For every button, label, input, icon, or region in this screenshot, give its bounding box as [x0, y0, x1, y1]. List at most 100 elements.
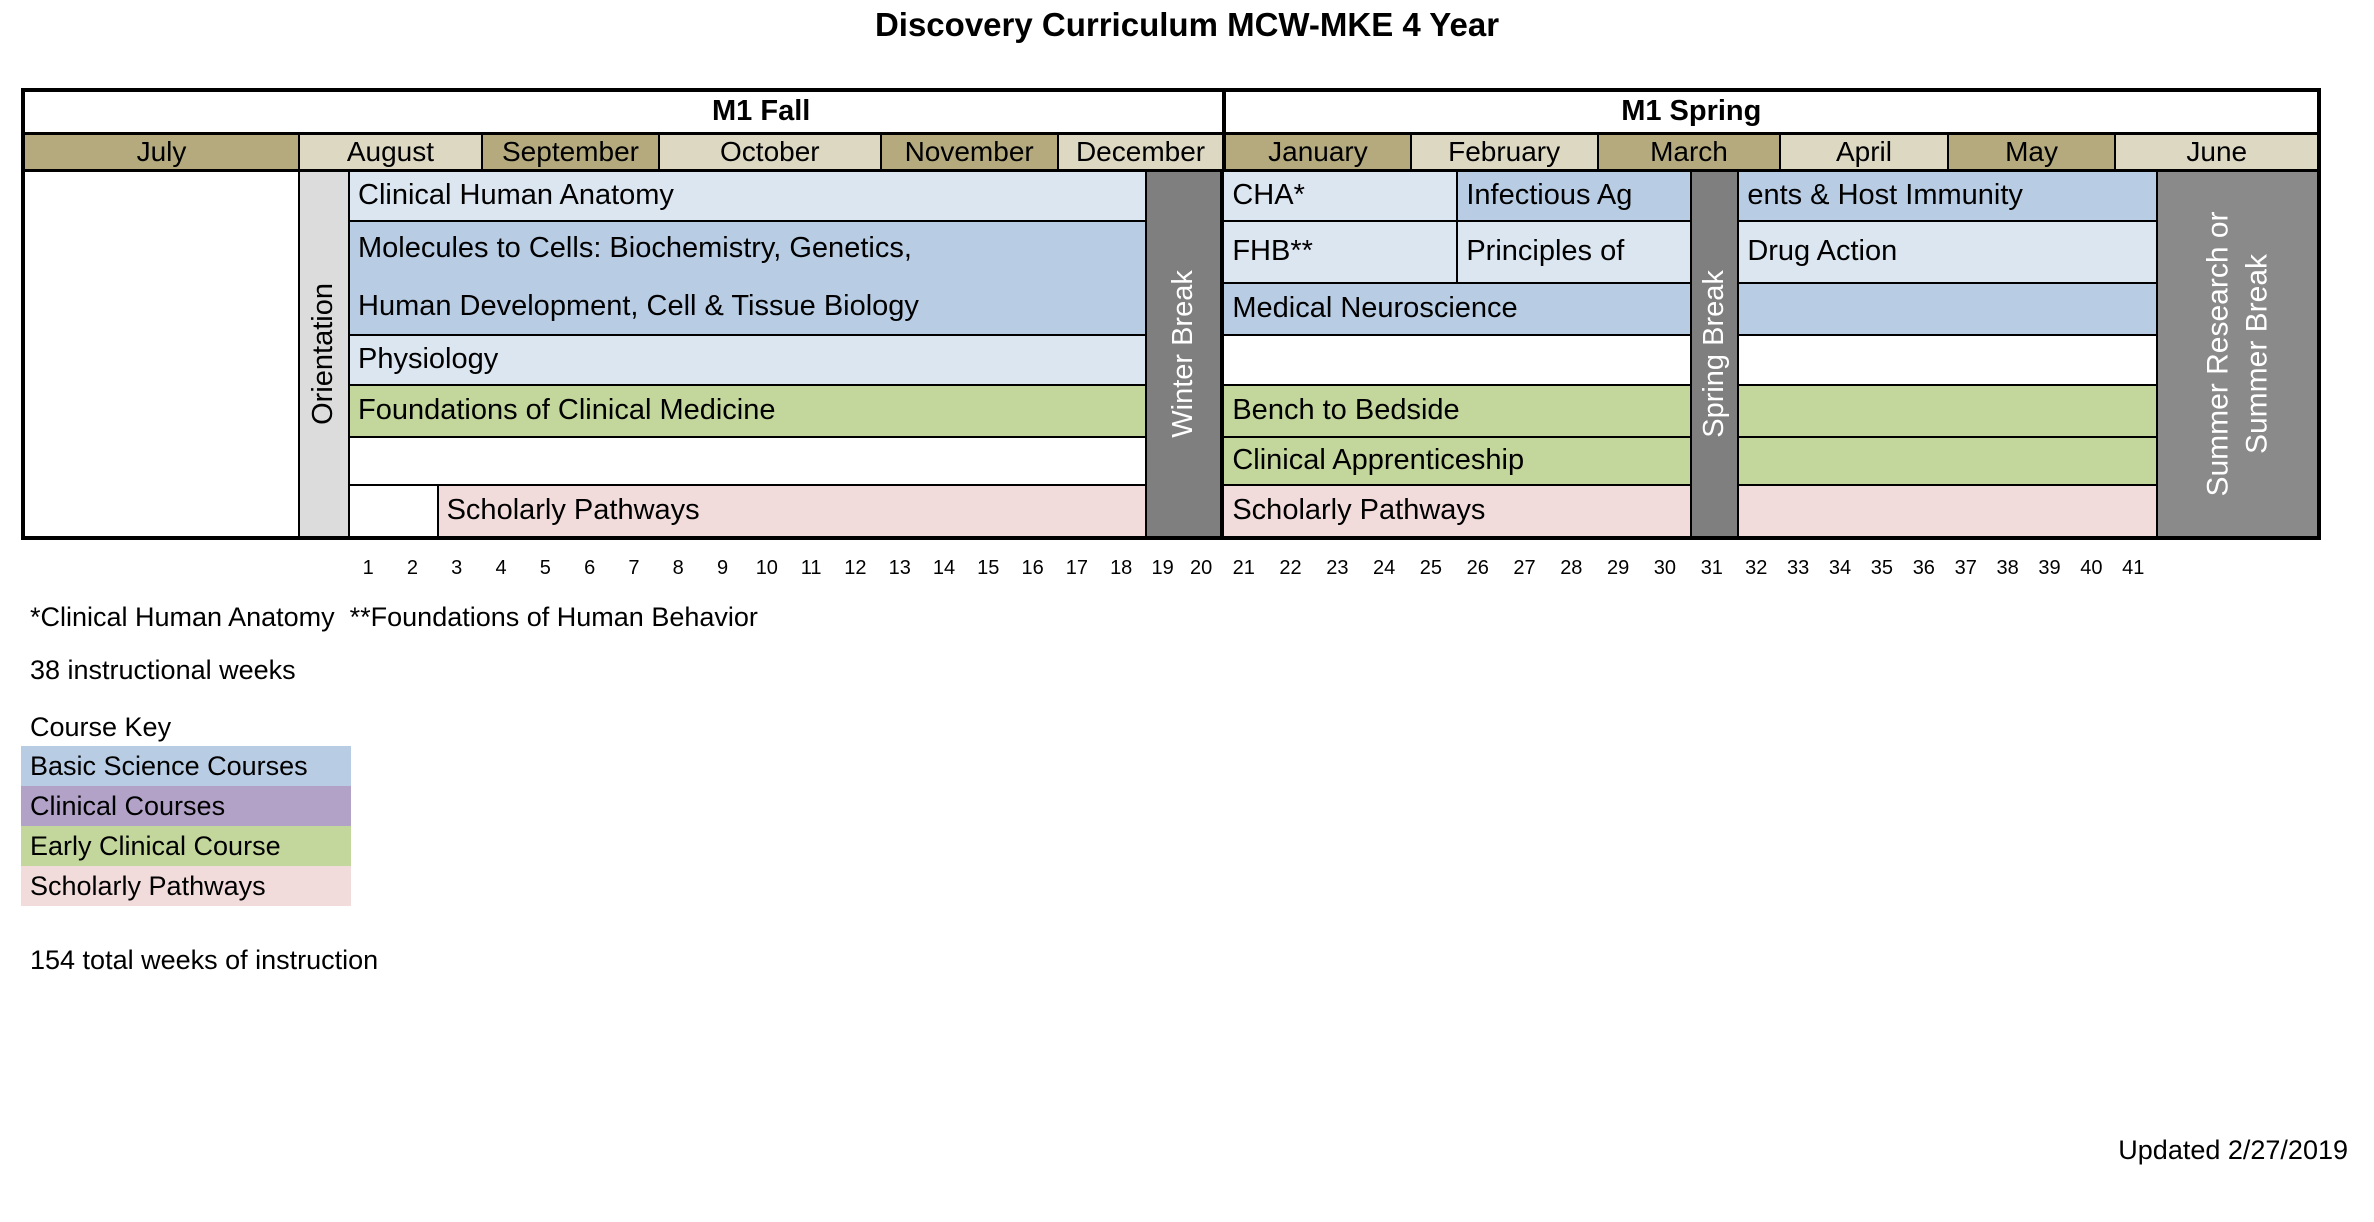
course-scholarly-pathways-spring-continued — [1738, 485, 2158, 537]
curriculum-table: M1 Fall M1 Spring July August September … — [21, 88, 2322, 540]
course-clinical-apprenticeship-continued — [1738, 437, 2158, 485]
month-november: November — [880, 134, 1058, 171]
week-number: 35 — [1870, 556, 1894, 579]
summer-column: Summer Research or Summer Break — [2157, 171, 2319, 537]
spring-break-label: Spring Break — [1697, 270, 1730, 438]
week-number: 28 — [1560, 556, 1583, 579]
week-number: 36 — [1912, 556, 1935, 579]
course-key-title: Course Key — [30, 711, 172, 742]
week-number: 40 — [2080, 556, 2103, 579]
page-title: Discovery Curriculum MCW-MKE 4 Year — [874, 6, 1500, 43]
orientation-label: Orientation — [307, 283, 340, 425]
course-foundations-clinical-medicine: Foundations of Clinical Medicine — [349, 385, 1147, 437]
week-number: 15 — [977, 556, 1000, 579]
week-number: 8 — [672, 556, 684, 579]
summer-label-line1: Summer Research or — [2201, 211, 2235, 497]
course-molecules-to-cells: Molecules to Cells: Biochemistry, Geneti… — [349, 221, 1147, 335]
week-number: 27 — [1513, 556, 1536, 579]
month-january: January — [1223, 134, 1411, 171]
week-number: 32 — [1745, 556, 1768, 579]
course-bench-to-bedside-continued — [1738, 385, 2158, 437]
total-weeks-note: 154 total weeks of instruction — [30, 945, 379, 975]
course-medical-neuroscience: Medical Neuroscience — [1223, 283, 1692, 335]
spring-empty-row-continued — [1738, 335, 2158, 385]
week-number: 18 — [1110, 556, 1133, 579]
month-july: July — [24, 134, 299, 171]
course-physiology: Physiology — [349, 335, 1147, 385]
week-number: 37 — [1954, 556, 1977, 579]
week-number: 7 — [628, 556, 640, 579]
spring-empty-row — [1223, 335, 1692, 385]
month-june: June — [2115, 134, 2319, 171]
course-key-item-basic-science: Basic Science Courses — [21, 746, 351, 786]
week-number: 24 — [1373, 556, 1396, 579]
week-number: 20 — [1189, 556, 1213, 579]
week-number: 21 — [1232, 556, 1255, 579]
summer-label: Summer Research or Summer Break — [2199, 211, 2277, 496]
week-number: 30 — [1653, 556, 1677, 579]
week-number: 34 — [1828, 556, 1852, 579]
course-key-item-scholarly-pathways: Scholarly Pathways — [21, 866, 351, 906]
week-number: 3 — [451, 556, 463, 579]
course-scholarly-pathways-spring: Scholarly Pathways — [1223, 485, 1692, 537]
month-march: March — [1597, 134, 1781, 171]
course-key-item-clinical: Clinical Courses — [21, 786, 351, 826]
molecules-line1: Molecules to Cells: Biochemistry, Geneti… — [358, 232, 912, 265]
summer-label-line2: Summer Break — [2240, 253, 2274, 455]
spring-break-column: Spring Break — [1691, 171, 1739, 537]
course-key: Course Key Basic Science Courses Clinica… — [21, 708, 351, 906]
course-medical-neuroscience-continued — [1738, 283, 2158, 335]
month-august: August — [299, 134, 482, 171]
course-fhb: FHB** — [1223, 221, 1458, 283]
molecules-line2: Human Development, Cell & Tissue Biology — [358, 290, 919, 322]
semester-header-spring: M1 Spring — [1223, 91, 2319, 134]
fall-empty-row — [349, 437, 1147, 485]
week-number: 4 — [495, 556, 507, 579]
winter-break-column: Winter Break — [1146, 171, 1224, 537]
semester-header-fall: M1 Fall — [24, 91, 1224, 134]
week-number: 39 — [2038, 556, 2061, 579]
month-october: October — [659, 134, 881, 171]
week-number: 19 — [1151, 556, 1174, 579]
july-empty-cell — [24, 171, 299, 537]
week-number: 5 — [539, 556, 551, 579]
week-number: 22 — [1279, 556, 1302, 579]
updated-date: Updated 2/27/2019 — [2118, 1135, 2348, 1165]
course-bench-to-bedside: Bench to Bedside — [1223, 385, 1692, 437]
course-key-item-early-clinical: Early Clinical Course — [21, 826, 351, 866]
month-september: September — [481, 134, 660, 171]
week-number: 10 — [755, 556, 778, 579]
week-number: 9 — [716, 556, 729, 579]
week-numbers-row: 1 2 3 4 5 6 7 8 9 10 11 12 13 14 15 16 1… — [21, 553, 2315, 583]
week-number: 41 — [2122, 556, 2145, 579]
week-number: 1 — [362, 556, 374, 579]
footnote-abbreviations: *Clinical Human Anatomy **Foundations of… — [30, 602, 758, 632]
course-infectious-agents-part2: ents & Host Immunity — [1738, 171, 2158, 221]
instructional-weeks-note: 38 instructional weeks — [30, 655, 296, 685]
winter-break-label: Winter Break — [1166, 270, 1199, 438]
week-number: 6 — [584, 556, 596, 579]
month-may: May — [1947, 134, 2116, 171]
orientation-column: Orientation — [299, 171, 349, 537]
week-number: 26 — [1466, 556, 1489, 579]
course-scholarly-pathways-fall: Scholarly Pathways — [437, 485, 1147, 537]
course-clinical-human-anatomy: Clinical Human Anatomy — [349, 171, 1147, 221]
course-infectious-agents-part1: Infectious Ag — [1457, 171, 1692, 221]
week-number: 31 — [1700, 556, 1723, 579]
week-number: 33 — [1787, 556, 1810, 579]
week-number: 12 — [844, 556, 867, 579]
week-number: 25 — [1419, 556, 1443, 579]
week-number: 17 — [1065, 556, 1089, 579]
course-principles-drug-action-part2: Drug Action — [1738, 221, 2158, 283]
course-principles-drug-action-part1: Principles of — [1457, 221, 1692, 283]
week-number: 13 — [888, 556, 911, 579]
week-number: 11 — [800, 556, 822, 579]
week-number: 38 — [1996, 556, 2019, 579]
week-number: 14 — [932, 556, 956, 579]
scholarly-gap-cell — [349, 485, 438, 537]
week-number: 23 — [1326, 556, 1349, 579]
week-number: 29 — [1606, 556, 1630, 579]
month-april: April — [1780, 134, 1948, 171]
week-numbers-winter-break: 19 20 — [1143, 553, 1220, 583]
